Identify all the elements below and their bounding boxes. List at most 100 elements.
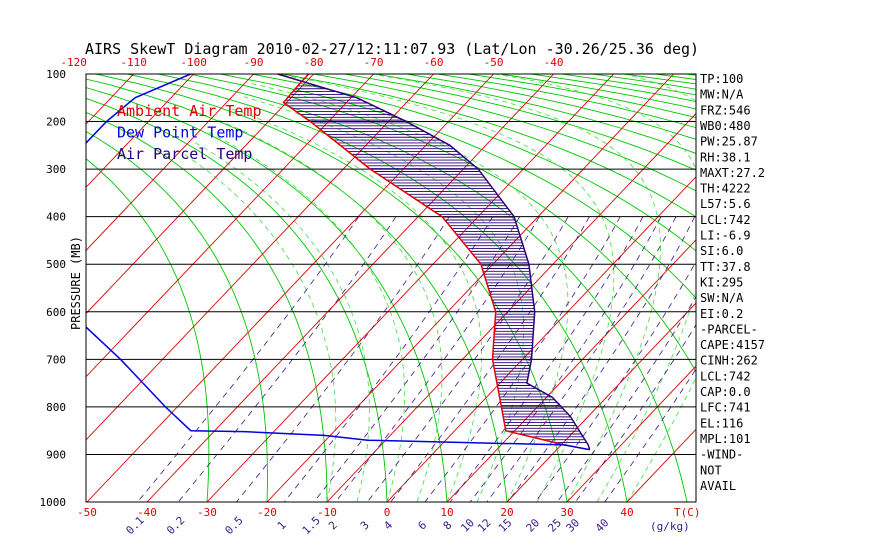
isotherm-line — [566, 365, 696, 502]
series-line-air-parcel-temp — [277, 74, 591, 450]
index-label: CAPE:4157 — [700, 338, 765, 352]
bottom-temp-tick-label: -20 — [257, 506, 277, 519]
dry-adiabat-line — [313, 74, 696, 192]
bottom-temp-tick-label: -10 — [317, 506, 337, 519]
mixing-ratio-tick-label: 0.2 — [164, 514, 187, 537]
pressure-tick-label: 500 — [46, 258, 66, 271]
mixing-ratio-tick-label: 0.5 — [222, 514, 245, 537]
bottom-temp-tick-label: -30 — [197, 506, 217, 519]
index-label: AVAIL — [700, 479, 736, 493]
dry-adiabat-line — [779, 74, 870, 502]
top-temp-tick-label: -60 — [424, 56, 444, 69]
isotherm-line — [626, 428, 696, 502]
pressure-tick-label: 600 — [46, 306, 66, 319]
legend-entry: Air Parcel Temp — [117, 145, 252, 163]
pressure-tick-label: 100 — [46, 68, 66, 81]
dry-adiabat-line — [86, 130, 268, 502]
index-label: TH:4222 — [700, 182, 751, 196]
top-temp-tick-label: -40 — [544, 56, 564, 69]
index-label: -WIND- — [700, 448, 743, 462]
dry-adiabat-line — [344, 74, 696, 171]
cape-cin-hatch — [284, 85, 587, 444]
dry-adiabat-line — [86, 111, 328, 502]
top-temp-tick-label: -90 — [244, 56, 264, 69]
top-temp-tick-label: -120 — [60, 56, 87, 69]
isotherm-line — [266, 74, 674, 502]
moist-adiabat-line — [624, 74, 696, 502]
isotherm-line — [86, 74, 134, 125]
isotherm-line — [86, 74, 434, 441]
bottom-temp-tick-label: 0 — [384, 506, 391, 519]
mixing-ratio-tick-label: 1 — [275, 519, 289, 533]
mixing-ratio-tick-label: 8 — [441, 519, 455, 533]
pressure-tick-label: 700 — [46, 353, 66, 366]
mixing-ratio-tick-label: 25 — [545, 516, 564, 535]
index-label: NOT — [700, 463, 722, 477]
isotherm-line — [326, 112, 696, 502]
mixing-ratio-tick-label: 2 — [326, 519, 340, 533]
top-temp-tick-label: -100 — [180, 56, 207, 69]
index-label: RH:38.1 — [700, 150, 751, 164]
x-axis-label: T(C) — [674, 506, 701, 519]
moist-adiabat-line — [205, 130, 406, 502]
top-temp-tick-label: -70 — [364, 56, 384, 69]
isotherm-line — [86, 74, 494, 502]
mixing-ratio-tick-label: 12 — [475, 516, 494, 535]
index-label: SW:N/A — [700, 291, 744, 305]
mixing-ratio-tick-label: 40 — [593, 516, 612, 535]
moist-adiabat-line — [194, 142, 370, 502]
index-label: TP:100 — [700, 72, 743, 86]
index-label: PW:25.87 — [700, 135, 758, 149]
bottom-temp-tick-label: 10 — [440, 506, 453, 519]
dry-adiabat-line — [220, 74, 696, 299]
mixing-ratio-unit-label: (g/kg) — [650, 520, 690, 533]
index-label: CINH:262 — [700, 354, 758, 368]
dry-adiabat-line — [189, 74, 696, 373]
index-label: LCL:742 — [700, 213, 751, 227]
top-temp-tick-label: -80 — [304, 56, 324, 69]
moist-adiabat-line — [276, 74, 615, 502]
index-label: LCL:742 — [700, 369, 751, 383]
dry-adiabat-line — [282, 74, 696, 218]
index-label: LFC:741 — [700, 401, 751, 415]
mixing-ratio-tick-label: 15 — [496, 516, 515, 535]
legend-entry: Ambient Air Temp — [117, 102, 262, 120]
index-label: L57:5.6 — [700, 197, 751, 211]
bottom-temp-tick-label: 20 — [500, 506, 513, 519]
moist-adiabat-line — [183, 153, 337, 502]
pressure-tick-label: 800 — [46, 401, 66, 414]
mixing-ratio-tick-label: 4 — [381, 518, 395, 532]
isotherm-line — [206, 74, 614, 502]
pressure-tick-label: 400 — [46, 211, 66, 224]
index-label: MPL:101 — [700, 432, 751, 446]
isotherm-line — [0, 74, 74, 502]
index-label: MW:N/A — [700, 88, 744, 102]
dry-adiabat-line — [842, 74, 870, 502]
isotherm-line — [446, 239, 696, 502]
index-label: KI:295 — [700, 275, 743, 289]
dry-adiabat-line — [127, 74, 628, 502]
index-label: EL:116 — [700, 416, 743, 430]
bottom-temp-tick-label: 40 — [620, 506, 633, 519]
chart-title: AIRS SkewT Diagram 2010-02-27/12:11:07.9… — [85, 40, 699, 58]
moist-adiabat-line — [495, 74, 696, 502]
dry-adiabat-line — [375, 74, 696, 154]
moist-adiabat-line — [243, 96, 524, 502]
bottom-temp-tick-label: -40 — [137, 506, 157, 519]
pressure-tick-label: 1000 — [40, 496, 67, 509]
mixing-ratio-tick-label: 3 — [358, 519, 372, 533]
pressure-tick-label: 200 — [46, 116, 66, 129]
pressure-tick-label: 300 — [46, 163, 66, 176]
mixing-ratio-tick-label: 30 — [564, 516, 583, 535]
isotherm-line — [86, 74, 254, 252]
top-temp-tick-label: -110 — [120, 56, 147, 69]
dry-adiabat-line — [406, 74, 696, 140]
moist-adiabat-line — [229, 107, 483, 502]
dry-adiabat-line — [86, 97, 388, 502]
mixing-ratio-tick-label: 6 — [415, 519, 429, 533]
dry-adiabat-line — [811, 74, 870, 502]
dry-adiabat-line — [86, 87, 448, 502]
isotherm-line — [86, 74, 374, 378]
